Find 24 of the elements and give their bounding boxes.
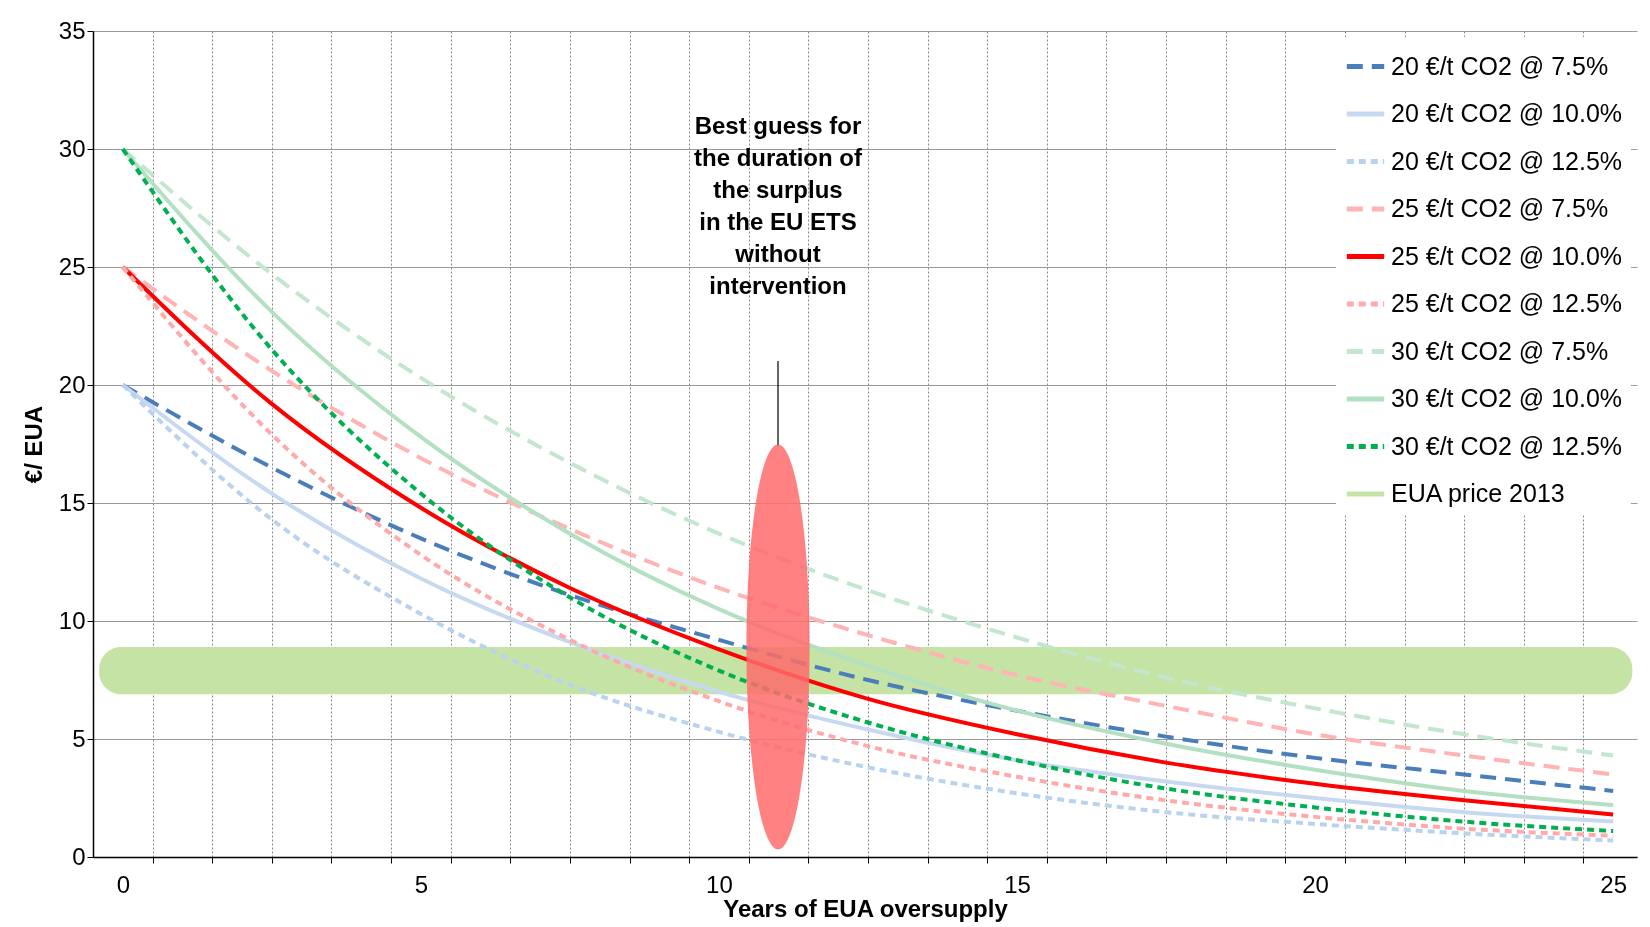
y-tick-label: 25 [58,252,86,280]
legend-label: 20 €/t CO2 @ 7.5% [1391,51,1609,80]
legend-label: 20 €/t CO2 @ 10.0% [1391,99,1623,127]
y-tick-label: 0 [72,842,86,870]
x-tick-label: 20 [1302,870,1329,898]
x-tick-label: 0 [116,870,130,898]
y-tick-label: 30 [58,134,86,162]
x-tick-label: 25 [1600,870,1628,898]
legend-label: 30 €/t CO2 @ 12.5% [1391,431,1623,460]
legend-label: 30 €/t CO2 @ 7.5% [1391,336,1609,365]
annotation: Best guess for the duration of the surplus in the EU ETS without intervention [694,112,863,299]
x-tick-label: 5 [414,870,429,898]
legend-label: 30 €/t CO2 @ 10.0% [1391,384,1623,412]
y-tick-label: 20 [58,370,86,398]
y-tick-label: 10 [58,606,86,634]
y-tick-label: 15 [58,488,86,516]
legend-label: 25 €/t CO2 @ 12.5% [1391,289,1623,317]
y-tick-label: 35 [58,16,86,44]
legend-label: 25 €/t CO2 @ 10.0% [1391,241,1623,270]
legend-label: EUA price 2013 [1391,479,1565,507]
y-axis-title: €/ EUA [19,405,47,484]
legend-label: 25 €/t CO2 @ 7.5% [1391,194,1609,222]
legend-label: 20 €/t CO2 @ 12.5% [1391,146,1623,175]
y-tick-label: 5 [72,724,86,752]
